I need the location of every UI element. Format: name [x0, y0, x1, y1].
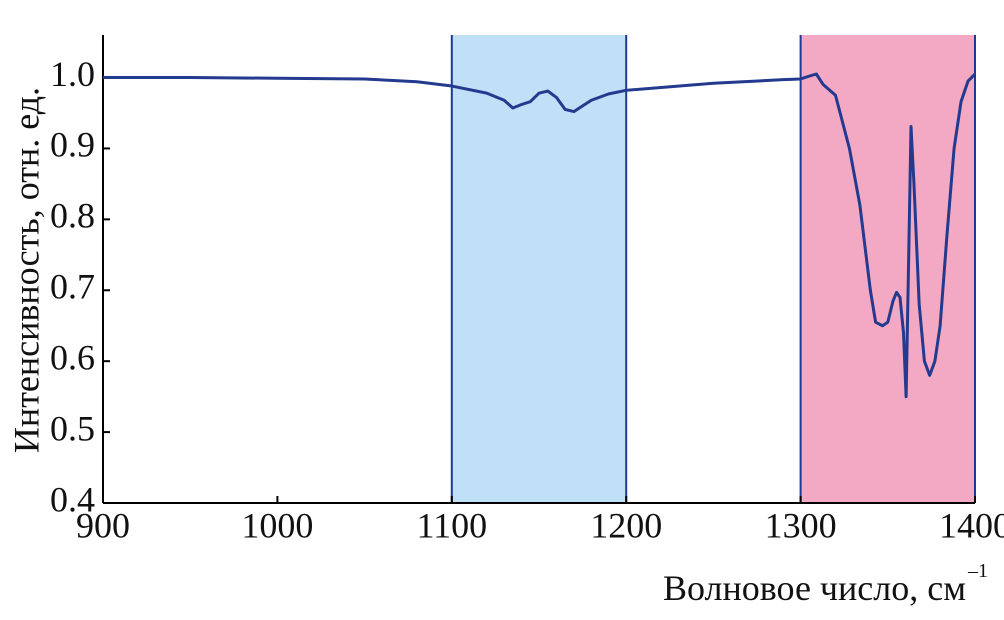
y-tick-label: 0.8 [50, 196, 95, 236]
y-tick-label: 0.5 [50, 408, 95, 448]
y-tick-label: 0.7 [50, 267, 95, 307]
x-axis-label-superscript: –1 [967, 560, 988, 582]
spectrum-line [103, 72, 977, 399]
x-axis-label: Волновое число, см [663, 568, 966, 608]
y-axis-label: Интенсивность, отн. ед. [6, 87, 46, 453]
x-tick-label: 1100 [416, 505, 487, 545]
x-tick-label: 1300 [765, 505, 837, 545]
x-tick-label: 1200 [590, 505, 662, 545]
x-tick-label: 900 [76, 505, 130, 545]
y-tick-label: 1.0 [50, 54, 95, 94]
y-tick-label: 0.6 [50, 337, 95, 377]
highlight-band [451, 35, 627, 503]
y-tick-label: 0.9 [50, 125, 95, 165]
x-tick-label: 1400 [939, 505, 1004, 545]
y-tick-label: 0.4 [50, 479, 95, 519]
x-tick-label: 1000 [241, 505, 313, 545]
highlight-band [800, 35, 975, 503]
